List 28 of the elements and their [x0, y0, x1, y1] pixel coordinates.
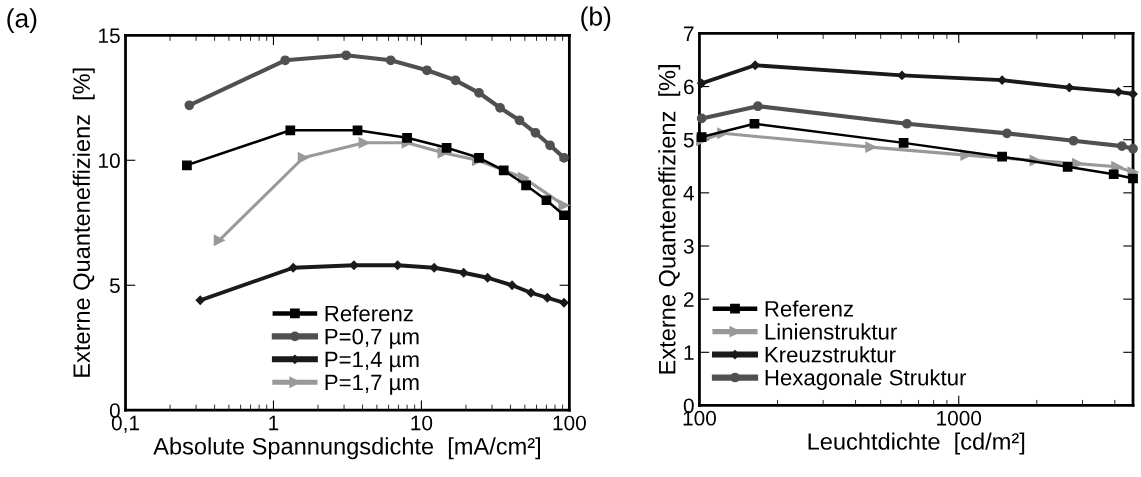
y-tick-label: 4 [683, 186, 694, 201]
legend-label: Referenz [325, 305, 413, 322]
y-tick-label: 3 [683, 239, 694, 254]
y-axis-title: Externe Quanteneffizienz [%] [72, 68, 95, 377]
y-tick-label: 5 [109, 278, 120, 293]
y-tick-label: 7 [684, 26, 694, 41]
legend-label: P=0,7 µm [325, 328, 419, 349]
y-tick-label: 6 [684, 79, 694, 95]
x-axis-title: Absolute Spannungsdichte [mA/cm²] [153, 437, 540, 460]
y-axis-title: Externe Quanteneffizienz [%] [658, 65, 681, 374]
text: (a) [7, 8, 37, 33]
y-tick-label: 10 [99, 153, 120, 169]
x-tick-label: 100 [553, 415, 586, 431]
x-tick-label: 1 [269, 415, 279, 431]
y-tick-label: 15 [99, 28, 120, 44]
x-tick-label: 1000 [937, 410, 982, 426]
y-tick-label: 2 [684, 292, 694, 307]
legend-label: Linienstruktur [765, 323, 897, 340]
legend-label: Kreuzstruktur [765, 346, 896, 363]
x-axis-title: Leuchtdichte [cd/m²] [808, 432, 1025, 455]
legend-label: P=1,4 µm [325, 351, 419, 372]
y-tick-label: 5 [683, 132, 694, 148]
text: (b) [581, 6, 611, 31]
x-tick-label: 10 [411, 415, 433, 431]
y-tick-label: 1 [684, 345, 694, 360]
legend-label: Hexagonale Struktur [765, 369, 967, 390]
legend-label: P=1,7 µm [325, 374, 419, 395]
legend-label: Referenz [765, 300, 853, 317]
